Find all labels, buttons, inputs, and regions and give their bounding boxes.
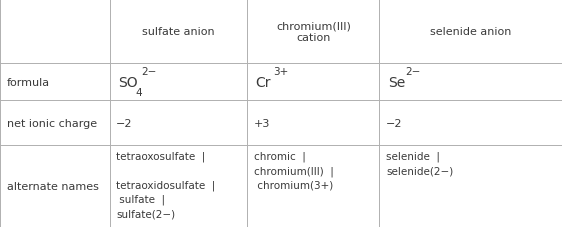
Text: formula: formula — [7, 77, 50, 87]
Text: selenide  |
selenide(2−): selenide | selenide(2−) — [386, 151, 454, 175]
Text: 2−: 2− — [405, 67, 420, 77]
Text: chromic  |
chromium(III)  |
 chromium(3+): chromic | chromium(III) | chromium(3+) — [254, 151, 334, 190]
Text: selenide anion: selenide anion — [430, 27, 511, 37]
Text: sulfate anion: sulfate anion — [142, 27, 215, 37]
Text: +3: +3 — [254, 118, 270, 128]
Text: 4: 4 — [135, 88, 142, 97]
Text: 3+: 3+ — [273, 67, 288, 77]
Text: chromium(III)
cation: chromium(III) cation — [276, 21, 351, 42]
Text: alternate names: alternate names — [7, 181, 98, 191]
Text: −2: −2 — [116, 118, 133, 128]
Text: net ionic charge: net ionic charge — [7, 118, 97, 128]
Text: −2: −2 — [386, 118, 402, 128]
Text: 2−: 2− — [142, 67, 157, 77]
Text: Se: Se — [388, 75, 405, 89]
Text: SO: SO — [118, 75, 138, 89]
Text: tetraoxosulfate  |

tetraoxidosulfate  |
 sulfate  |
sulfate(2−): tetraoxosulfate | tetraoxidosulfate | su… — [116, 151, 216, 218]
Text: Cr: Cr — [256, 75, 271, 89]
